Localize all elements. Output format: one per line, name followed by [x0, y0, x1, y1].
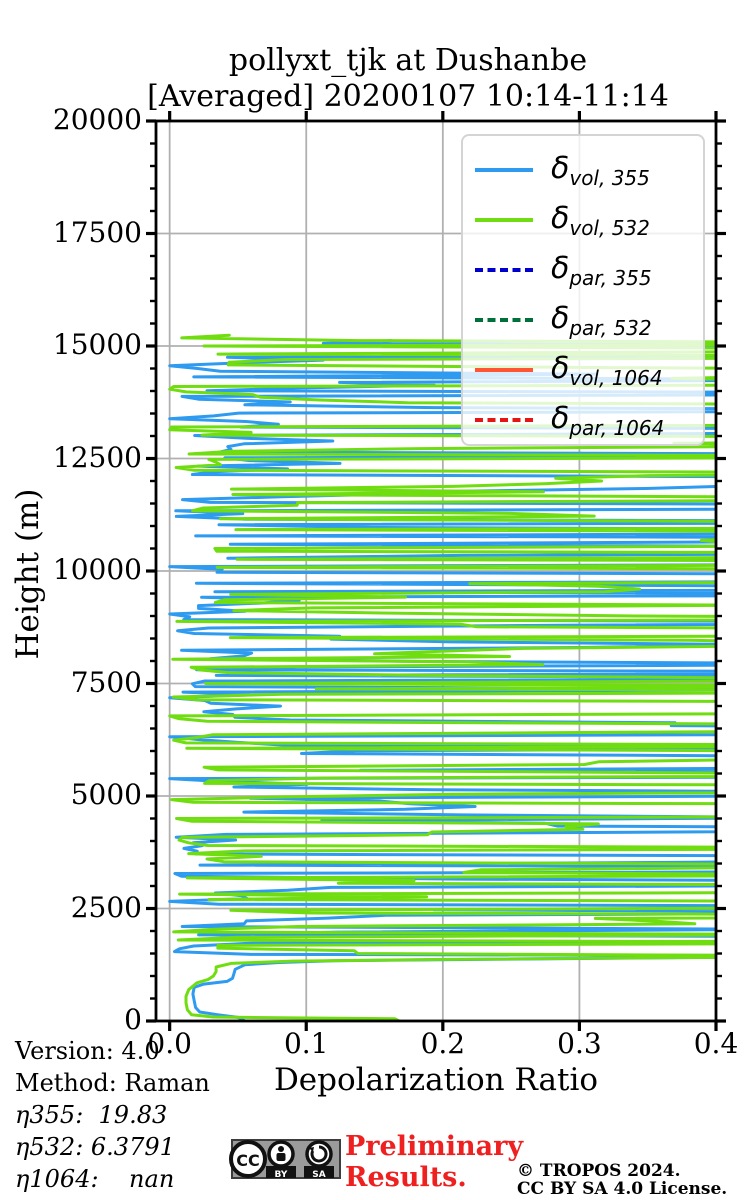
eta355-annotation: η355: 19.83: [15, 1101, 168, 1129]
x-tick-label: 0.4: [693, 1027, 739, 1060]
legend-entry-3: δpar, 532: [463, 295, 703, 345]
legend: δvol, 355 δvol, 532 δpar, 355 δpar, 532 δvol…: [461, 134, 705, 446]
eta532-annotation: η532: 6.3791: [15, 1133, 175, 1161]
eta1064-annotation: η1064: nan: [15, 1165, 175, 1193]
legend-line-sample: [475, 168, 533, 172]
x-tick-label: 0.0: [147, 1027, 192, 1060]
y-tick-label: 7500: [70, 665, 142, 699]
legend-label: δvol, 355: [551, 150, 650, 190]
y-tick-label: 5000: [70, 778, 142, 811]
legend-label: δvol, 1064: [551, 350, 663, 390]
legend-line-sample: [475, 318, 533, 322]
x-tick-label: 0.3: [557, 1027, 602, 1060]
y-tick-label: 0: [124, 1003, 142, 1036]
legend-entry-4: δvol, 1064: [463, 345, 703, 395]
cc-by-sa-badge-icon: CC BY SA: [229, 1139, 341, 1180]
legend-label: δpar, 532: [551, 300, 652, 340]
y-tick-label: 17500: [52, 215, 142, 249]
y-tick-label: 15000: [52, 328, 142, 361]
y-tick-label: 2500: [70, 890, 142, 924]
method-annotation: Method: Raman: [15, 1069, 210, 1097]
legend-entry-1: δvol, 532: [463, 195, 703, 245]
x-axis-label: Depolarization Ratio: [273, 1062, 599, 1098]
legend-line-sample: [475, 218, 533, 222]
legend-line-sample: [475, 418, 533, 422]
x-tick-label: 0.2: [420, 1027, 466, 1060]
y-tick-label: 12500: [52, 440, 142, 474]
legend-line-sample: [475, 368, 533, 372]
plot-subtitle: [Averaged] 20200107 10:14-11:14: [147, 79, 669, 114]
cc-text: CC: [236, 1151, 259, 1170]
preliminary-results-line1: Preliminary: [345, 1131, 524, 1162]
copyright-line1: © TROPOS 2024.: [517, 1161, 681, 1181]
legend-label: δpar, 1064: [551, 400, 665, 440]
x-tick-label: 0.1: [283, 1027, 329, 1060]
y-tick-label: 10000: [52, 553, 142, 586]
version-annotation: Version: 4.0: [15, 1037, 160, 1065]
preliminary-results-line2: Results.: [345, 1162, 467, 1193]
legend-entry-0: δvol, 355: [463, 145, 703, 195]
legend-entry-2: δpar, 355: [463, 245, 703, 295]
series-line-1: [168, 333, 716, 1021]
y-tick-label: 20000: [52, 103, 142, 136]
sa-text: SA: [312, 1170, 325, 1180]
copyright-line2: CC BY SA 4.0 License.: [517, 1179, 728, 1199]
legend-line-sample: [475, 268, 533, 272]
data-lines: [168, 333, 716, 1021]
by-text: BY: [275, 1170, 288, 1180]
plot-title: pollyxt_tjk at Dushanbe: [228, 43, 588, 78]
legend-label: δpar, 355: [551, 250, 652, 290]
legend-entry-5: δpar, 1064: [463, 395, 703, 445]
legend-label: δvol, 532: [551, 200, 650, 240]
